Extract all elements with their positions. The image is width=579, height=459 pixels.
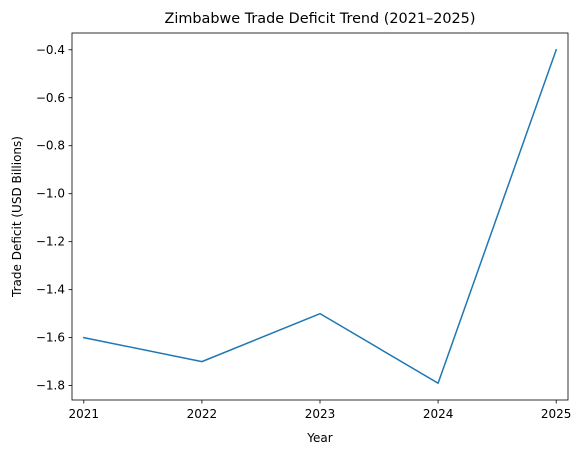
y-tick-label: −1.4 bbox=[36, 283, 65, 297]
y-axis: −1.8 −1.6 −1.4 −1.2 −1.0 −0.8 −0.6 −0.4 bbox=[36, 43, 72, 393]
chart-title: Zimbabwe Trade Deficit Trend (2021–2025) bbox=[165, 11, 476, 27]
y-tick-label: −0.8 bbox=[36, 139, 65, 153]
y-tick-label: −0.4 bbox=[36, 43, 65, 57]
y-tick-label: −0.6 bbox=[36, 91, 65, 105]
y-tick-label: −1.2 bbox=[36, 235, 65, 249]
series-layer bbox=[82, 48, 558, 384]
x-axis-label: Year bbox=[306, 431, 332, 445]
x-tick-label: 2022 bbox=[187, 407, 218, 421]
series-line bbox=[82, 48, 558, 384]
x-axis: 2021 2022 2023 2024 2025 bbox=[69, 400, 572, 421]
axes-frame bbox=[71, 32, 569, 401]
x-tick-label: 2024 bbox=[423, 407, 454, 421]
x-tick-label: 2021 bbox=[69, 407, 100, 421]
y-tick-label: −1.0 bbox=[36, 187, 65, 201]
y-tick-label: −1.8 bbox=[36, 379, 65, 393]
y-tick-label: −1.6 bbox=[36, 331, 65, 345]
y-axis-label: Trade Deficit (USD Billions) bbox=[10, 136, 24, 298]
x-tick-label: 2025 bbox=[541, 407, 572, 421]
plot-area bbox=[71, 32, 569, 401]
x-tick-label: 2023 bbox=[305, 407, 336, 421]
